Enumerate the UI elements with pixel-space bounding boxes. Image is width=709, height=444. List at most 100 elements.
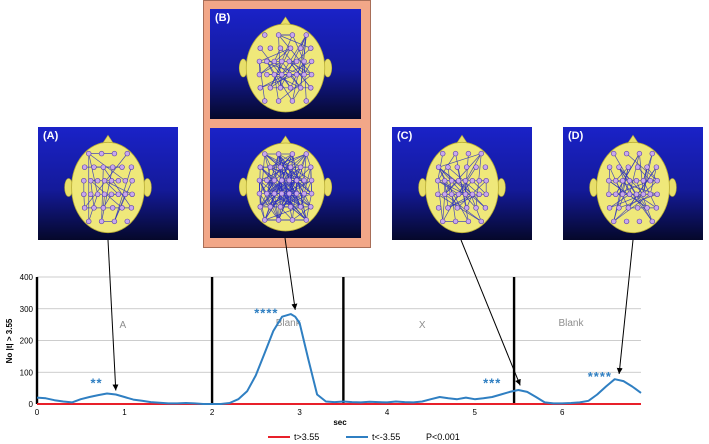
electrode-marker	[611, 218, 617, 225]
electrode-marker	[625, 164, 632, 170]
electrode-marker	[100, 205, 107, 211]
electrode-marker	[303, 217, 309, 223]
head-map-d	[589, 134, 677, 234]
electrode-marker	[293, 58, 300, 65]
electrode-marker	[649, 150, 655, 157]
electrode-marker	[277, 164, 284, 170]
connection-line	[442, 194, 446, 222]
connection-line	[292, 34, 307, 102]
electrode-marker	[634, 164, 641, 170]
panel-a: (A)	[38, 127, 178, 240]
electrode-marker	[613, 191, 619, 197]
connection-line	[264, 193, 283, 221]
electrode-marker	[124, 218, 130, 225]
electrode-marker	[308, 45, 314, 51]
electrode-marker	[435, 178, 441, 184]
electrode-marker	[611, 150, 617, 157]
electrode-marker	[462, 191, 469, 197]
callout-arrow	[460, 239, 521, 386]
electrode-marker	[81, 191, 87, 197]
head-map-b-top	[238, 16, 333, 113]
electrode-marker	[128, 205, 135, 211]
epoch-label: A	[119, 320, 126, 331]
x-tick-label: 4	[385, 408, 390, 417]
electrode-marker	[257, 204, 263, 210]
electrode-marker	[119, 164, 125, 170]
connection-line	[438, 166, 477, 209]
electrode-marker	[482, 205, 489, 211]
electrode-marker	[308, 164, 314, 170]
electrode-marker	[267, 164, 274, 170]
electrode-marker	[435, 205, 442, 211]
electrode-marker	[111, 150, 118, 157]
electrode-marker	[271, 71, 278, 78]
head-map-b-bottom	[238, 135, 333, 232]
electrode-marker	[271, 190, 278, 197]
x-axis-label: sec	[333, 418, 347, 427]
electrode-marker	[454, 205, 461, 211]
electrode-marker	[308, 190, 315, 197]
electrode-marker	[440, 150, 446, 157]
electrode-marker	[257, 85, 263, 91]
epoch-label: X	[419, 320, 426, 331]
connection-line	[259, 61, 282, 75]
electrode-marker	[483, 178, 489, 184]
callout-arrow	[284, 237, 298, 310]
electrode-marker	[448, 178, 455, 184]
electrode-marker	[275, 217, 282, 223]
electrode-marker	[88, 191, 94, 197]
x-tick-label: 5	[472, 408, 477, 417]
panel-b-top: (B)	[210, 9, 361, 119]
connection-line	[622, 167, 629, 195]
connection-line	[649, 167, 657, 195]
connection-line	[437, 180, 459, 195]
electrode-marker	[606, 205, 613, 211]
connection-line	[273, 74, 279, 102]
electrode-marker	[277, 85, 284, 91]
electrode-marker	[262, 217, 268, 223]
connection-line	[103, 166, 132, 209]
electrode-marker	[478, 218, 484, 225]
panel-a-label: (A)	[43, 130, 59, 142]
y-axis-label: No |t| > 3.55	[5, 318, 14, 363]
electrode-marker	[452, 150, 459, 157]
electrode-marker	[454, 164, 461, 170]
electrode-marker	[109, 205, 116, 211]
connection-line	[260, 166, 301, 208]
electrode-marker	[124, 150, 130, 157]
electrode-marker	[647, 191, 653, 197]
electrode-marker	[435, 164, 442, 170]
electrode-marker	[303, 98, 309, 104]
electrode-marker	[115, 178, 122, 184]
panel-d: (D)	[563, 127, 703, 240]
connection-line	[264, 153, 275, 194]
electrode-marker	[653, 205, 660, 211]
electrode-marker	[442, 191, 448, 197]
electrode-marker	[640, 191, 647, 197]
electrode-marker	[455, 191, 462, 197]
electrode-marker	[271, 177, 278, 184]
connection-line	[270, 153, 307, 168]
electrode-marker	[128, 164, 135, 170]
connection-line	[260, 166, 311, 208]
significance-stars: ****	[588, 369, 612, 384]
connection-line	[104, 180, 119, 195]
connection-line	[292, 153, 307, 221]
electrode-marker	[279, 58, 285, 65]
connection-line	[613, 180, 623, 222]
electrode-marker	[256, 177, 263, 184]
connection-line	[292, 206, 311, 221]
electrode-marker	[262, 151, 268, 157]
electrode-marker	[448, 191, 455, 197]
electrode-marker	[476, 178, 482, 184]
electrode-marker	[257, 45, 263, 51]
electrode-marker	[469, 178, 476, 184]
electrode-marker	[257, 164, 263, 170]
electrode-marker	[308, 177, 315, 184]
electrode-marker	[455, 178, 462, 184]
electrode-marker	[286, 177, 292, 184]
electrode-marker	[619, 178, 626, 184]
electrode-marker	[301, 177, 307, 184]
electrode-marker	[463, 205, 470, 211]
electrode-marker	[297, 204, 304, 210]
